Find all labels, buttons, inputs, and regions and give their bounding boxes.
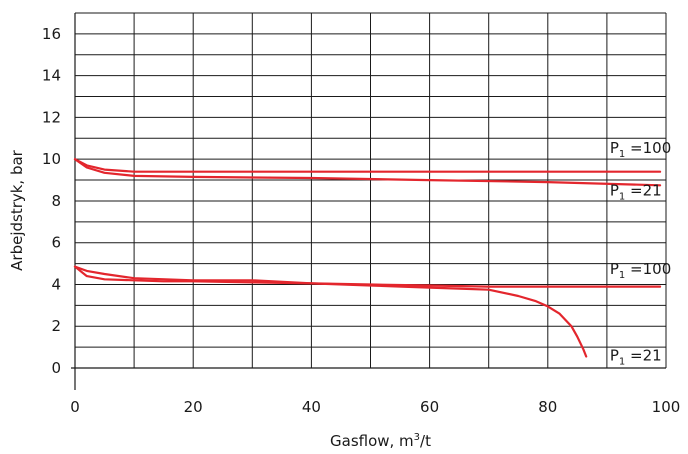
y-tick-label: 10 <box>42 150 61 168</box>
series-line-1 <box>73 158 662 173</box>
grid-layer <box>74 12 667 369</box>
x-tick-label: 40 <box>302 398 321 416</box>
series-annotation: P1 =21 <box>610 182 662 203</box>
y-tick-label: 0 <box>51 359 61 377</box>
y-tick-label: 4 <box>51 275 61 293</box>
series-line-2 <box>73 158 662 187</box>
x-tick-label: 20 <box>184 398 203 416</box>
x-axis-label-tail: /t <box>420 432 431 450</box>
series-line-4 <box>73 265 588 358</box>
x-axis-label-superscript: 3 <box>414 432 420 443</box>
y-tick-label: 16 <box>42 25 61 43</box>
y-tick-label: 8 <box>51 192 61 210</box>
series-annotation: P1 =21 <box>610 347 662 368</box>
series-line-3 <box>73 265 662 288</box>
label-layer: P1 =100 P1 =21 P1 =100 P1 =21 <box>610 139 671 368</box>
x-tick-label: 100 <box>652 398 681 416</box>
y-tick-label: 6 <box>51 234 61 252</box>
y-tick-label: 2 <box>51 317 61 335</box>
series-annotation: P1 =100 <box>610 139 671 160</box>
x-tick-label: 80 <box>538 398 557 416</box>
y-tick-label: 14 <box>42 67 61 85</box>
x-tick-label: 60 <box>420 398 439 416</box>
series-layer <box>73 158 662 358</box>
x-tick-label: 0 <box>70 398 80 416</box>
x-axis-label: Gasflow, m3/t <box>330 432 431 450</box>
y-tick-label: 12 <box>42 108 61 126</box>
series-annotation: P1 =100 <box>610 260 671 281</box>
x-axis-label-main: Gasflow, m <box>330 432 414 450</box>
axis-layer: 0 2 4 6 8 10 12 14 16 0 20 40 60 80 100 <box>42 13 680 416</box>
y-axis-label: Arbejdstryk, bar <box>8 149 26 271</box>
